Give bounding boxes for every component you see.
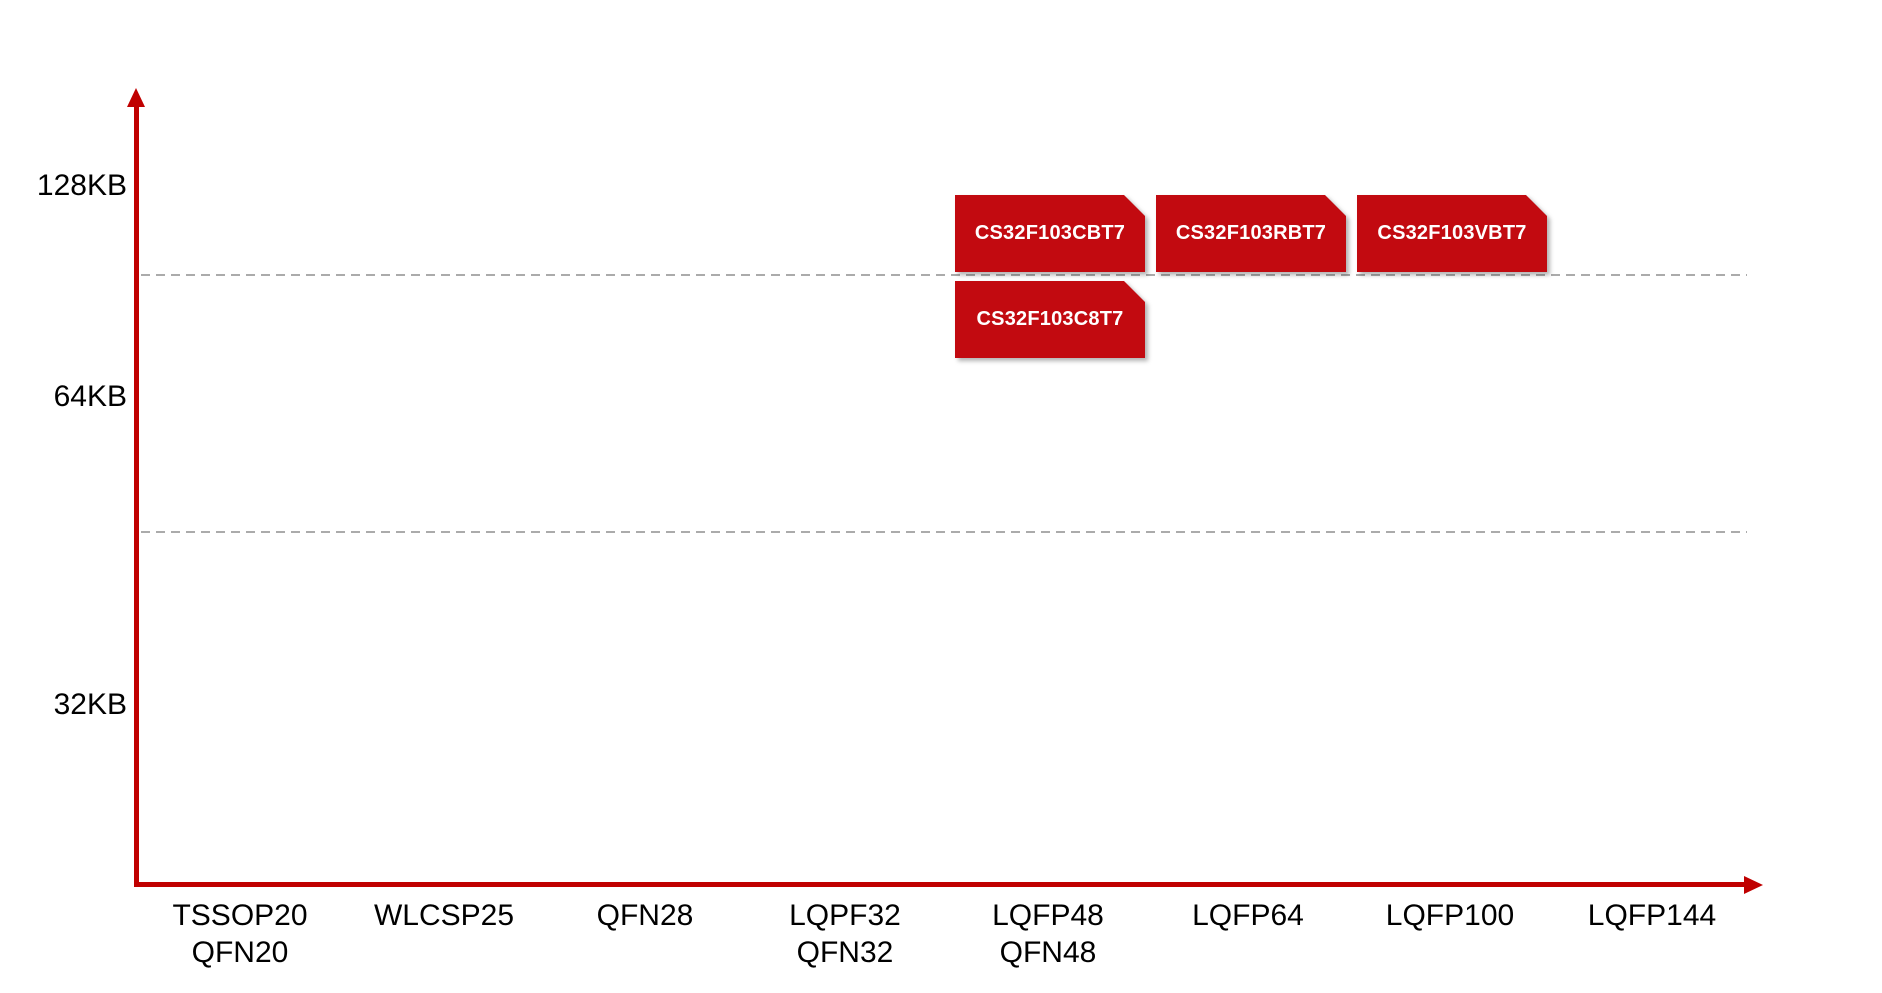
x-label-line1: LQFP100 <box>1385 899 1515 932</box>
y-tick-label: 128KB <box>36 169 127 202</box>
x-label-tssop20-qfn20: TSSOP20 QFN20 <box>138 897 342 971</box>
y-axis-arrow-icon <box>127 88 145 107</box>
x-label-qfn28: QFN28 <box>543 897 747 934</box>
x-axis-arrow-icon <box>1744 876 1763 894</box>
dashed-gridline-upper <box>141 274 1747 276</box>
x-label-line1: LQFP48 <box>992 899 1104 932</box>
x-label-lqfp144: LQFP144 <box>1550 897 1754 934</box>
x-axis <box>134 882 1746 887</box>
x-label-line1: TSSOP20 <box>172 899 308 932</box>
chip-label: CS32F103RBT7 <box>1156 195 1346 272</box>
x-label-line1: QFN28 <box>596 899 694 932</box>
x-label-lqpf32-qfn32: LQPF32 QFN32 <box>743 897 947 971</box>
chip-label: CS32F103C8T7 <box>955 281 1145 358</box>
x-label-line2: QFN48 <box>999 936 1097 969</box>
y-tick-label: 32KB <box>53 688 127 721</box>
chip-label: CS32F103CBT7 <box>955 195 1145 272</box>
x-label-lqfp100: LQFP100 <box>1348 897 1552 934</box>
x-label-line1: LQFP64 <box>1192 899 1304 932</box>
chip-cs32f103vbt7: CS32F103VBT7 <box>1357 195 1547 272</box>
y-axis <box>134 104 139 887</box>
dashed-gridline-lower <box>141 531 1747 533</box>
x-label-line1: LQFP144 <box>1587 899 1717 932</box>
x-label-line1: WLCSP25 <box>373 899 515 932</box>
chip-cs32f103cbt7: CS32F103CBT7 <box>955 195 1145 272</box>
x-label-line1: LQPF32 <box>789 899 901 932</box>
x-label-line2: QFN20 <box>191 936 289 969</box>
x-label-line2: QFN32 <box>796 936 894 969</box>
chip-label: CS32F103VBT7 <box>1357 195 1547 272</box>
chip-cs32f103c8t7: CS32F103C8T7 <box>955 281 1145 358</box>
y-tick-label: 64KB <box>53 380 127 413</box>
x-label-lqfp64: LQFP64 <box>1146 897 1350 934</box>
chip-cs32f103rbt7: CS32F103RBT7 <box>1156 195 1346 272</box>
x-label-lqfp48-qfn48: LQFP48 QFN48 <box>946 897 1150 971</box>
x-label-wlcsp25: WLCSP25 <box>342 897 546 934</box>
